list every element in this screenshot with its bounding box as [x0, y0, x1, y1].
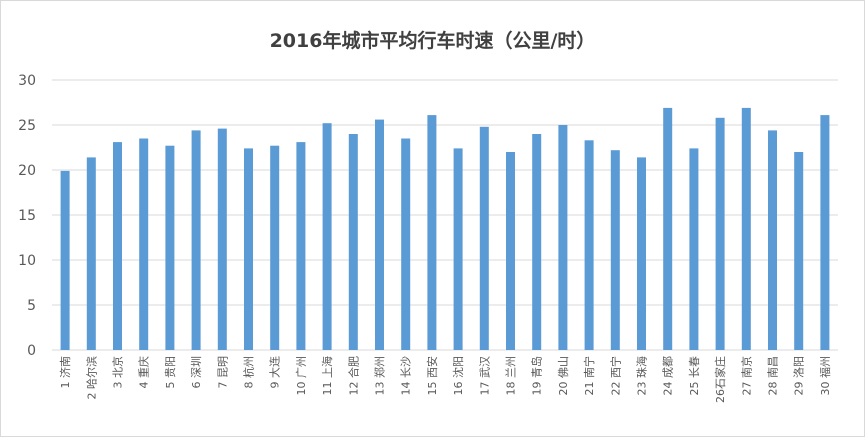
x-tick-label: 1 济南	[58, 356, 72, 389]
bar	[715, 117, 725, 350]
x-tick-label: 30 福州	[818, 356, 832, 396]
bar	[794, 152, 804, 350]
bar	[139, 138, 149, 350]
bar	[663, 107, 673, 351]
bar	[60, 170, 70, 350]
y-tick-label: 25	[18, 118, 36, 134]
x-tick-label: 28 南昌	[767, 356, 780, 396]
y-tick-label: 10	[18, 253, 36, 269]
bar	[270, 145, 280, 350]
bar	[741, 107, 751, 351]
x-tick-label: 26石家庄	[713, 356, 727, 403]
bar	[322, 123, 332, 350]
chart-title: 2016年城市平均行车时速（公里/时）	[269, 30, 596, 52]
x-tick-label: 12 合肥	[346, 356, 360, 396]
x-tick-label: 16 沈阳	[451, 356, 465, 396]
bar	[479, 126, 489, 350]
x-tick-label: 5 贵阳	[164, 356, 177, 389]
bar	[610, 150, 620, 350]
bar	[506, 152, 515, 350]
x-tick-label: 18 兰州	[505, 356, 518, 396]
x-tick-label: 27 南京	[739, 356, 753, 396]
x-tick-label: 2 哈尔滨	[84, 356, 98, 400]
x-tick-label: 24 成都	[662, 356, 675, 396]
x-tick-label: 17 武汉	[478, 356, 491, 396]
x-tick-label: 25 长春	[688, 356, 701, 396]
x-tick-label: 15 西安	[425, 356, 439, 396]
x-tick-label: 23 珠海	[635, 356, 649, 396]
bar	[689, 148, 699, 350]
bar	[86, 157, 96, 350]
x-tick-label: 8 杭州	[242, 356, 256, 389]
x-tick-label: 10 广州	[295, 356, 308, 396]
y-tick-label: 15	[18, 208, 36, 224]
bar	[532, 134, 542, 350]
x-tick-label: 22 西宁	[608, 356, 622, 396]
x-tick-label: 11 上海	[320, 356, 334, 396]
bar	[584, 140, 594, 350]
x-tick-label: 20 佛山	[557, 356, 570, 396]
bar	[113, 142, 122, 350]
y-tick-label: 0	[27, 343, 36, 359]
y-tick-label: 20	[18, 163, 36, 179]
x-tick-label: 14 长沙	[400, 356, 413, 396]
bar	[375, 119, 384, 350]
bar	[165, 145, 175, 350]
bar	[427, 115, 437, 350]
bar	[820, 115, 830, 350]
bar	[768, 130, 777, 350]
x-tick-label: 3 北京	[111, 356, 125, 389]
x-tick-label: 29 洛阳	[792, 356, 806, 396]
bar	[244, 148, 253, 350]
x-tick-label: 6 深圳	[190, 356, 203, 389]
y-tick-label: 5	[27, 298, 36, 314]
bar	[637, 157, 646, 350]
bar	[217, 128, 227, 350]
bar	[558, 125, 568, 350]
x-tick-label: 9 大连	[268, 356, 282, 389]
bar	[191, 130, 201, 350]
x-tick-label: 13 郑州	[373, 356, 387, 396]
bar	[453, 148, 463, 350]
bar	[348, 134, 358, 350]
bar	[296, 142, 306, 350]
x-tick-label: 4 重庆	[137, 356, 151, 389]
x-tick-label: 21 南宁	[582, 356, 596, 396]
x-tick-label: 19 青岛	[530, 356, 544, 396]
bar	[401, 138, 411, 350]
x-tick-label: 7 昆明	[216, 356, 229, 389]
y-tick-label: 30	[18, 73, 36, 89]
